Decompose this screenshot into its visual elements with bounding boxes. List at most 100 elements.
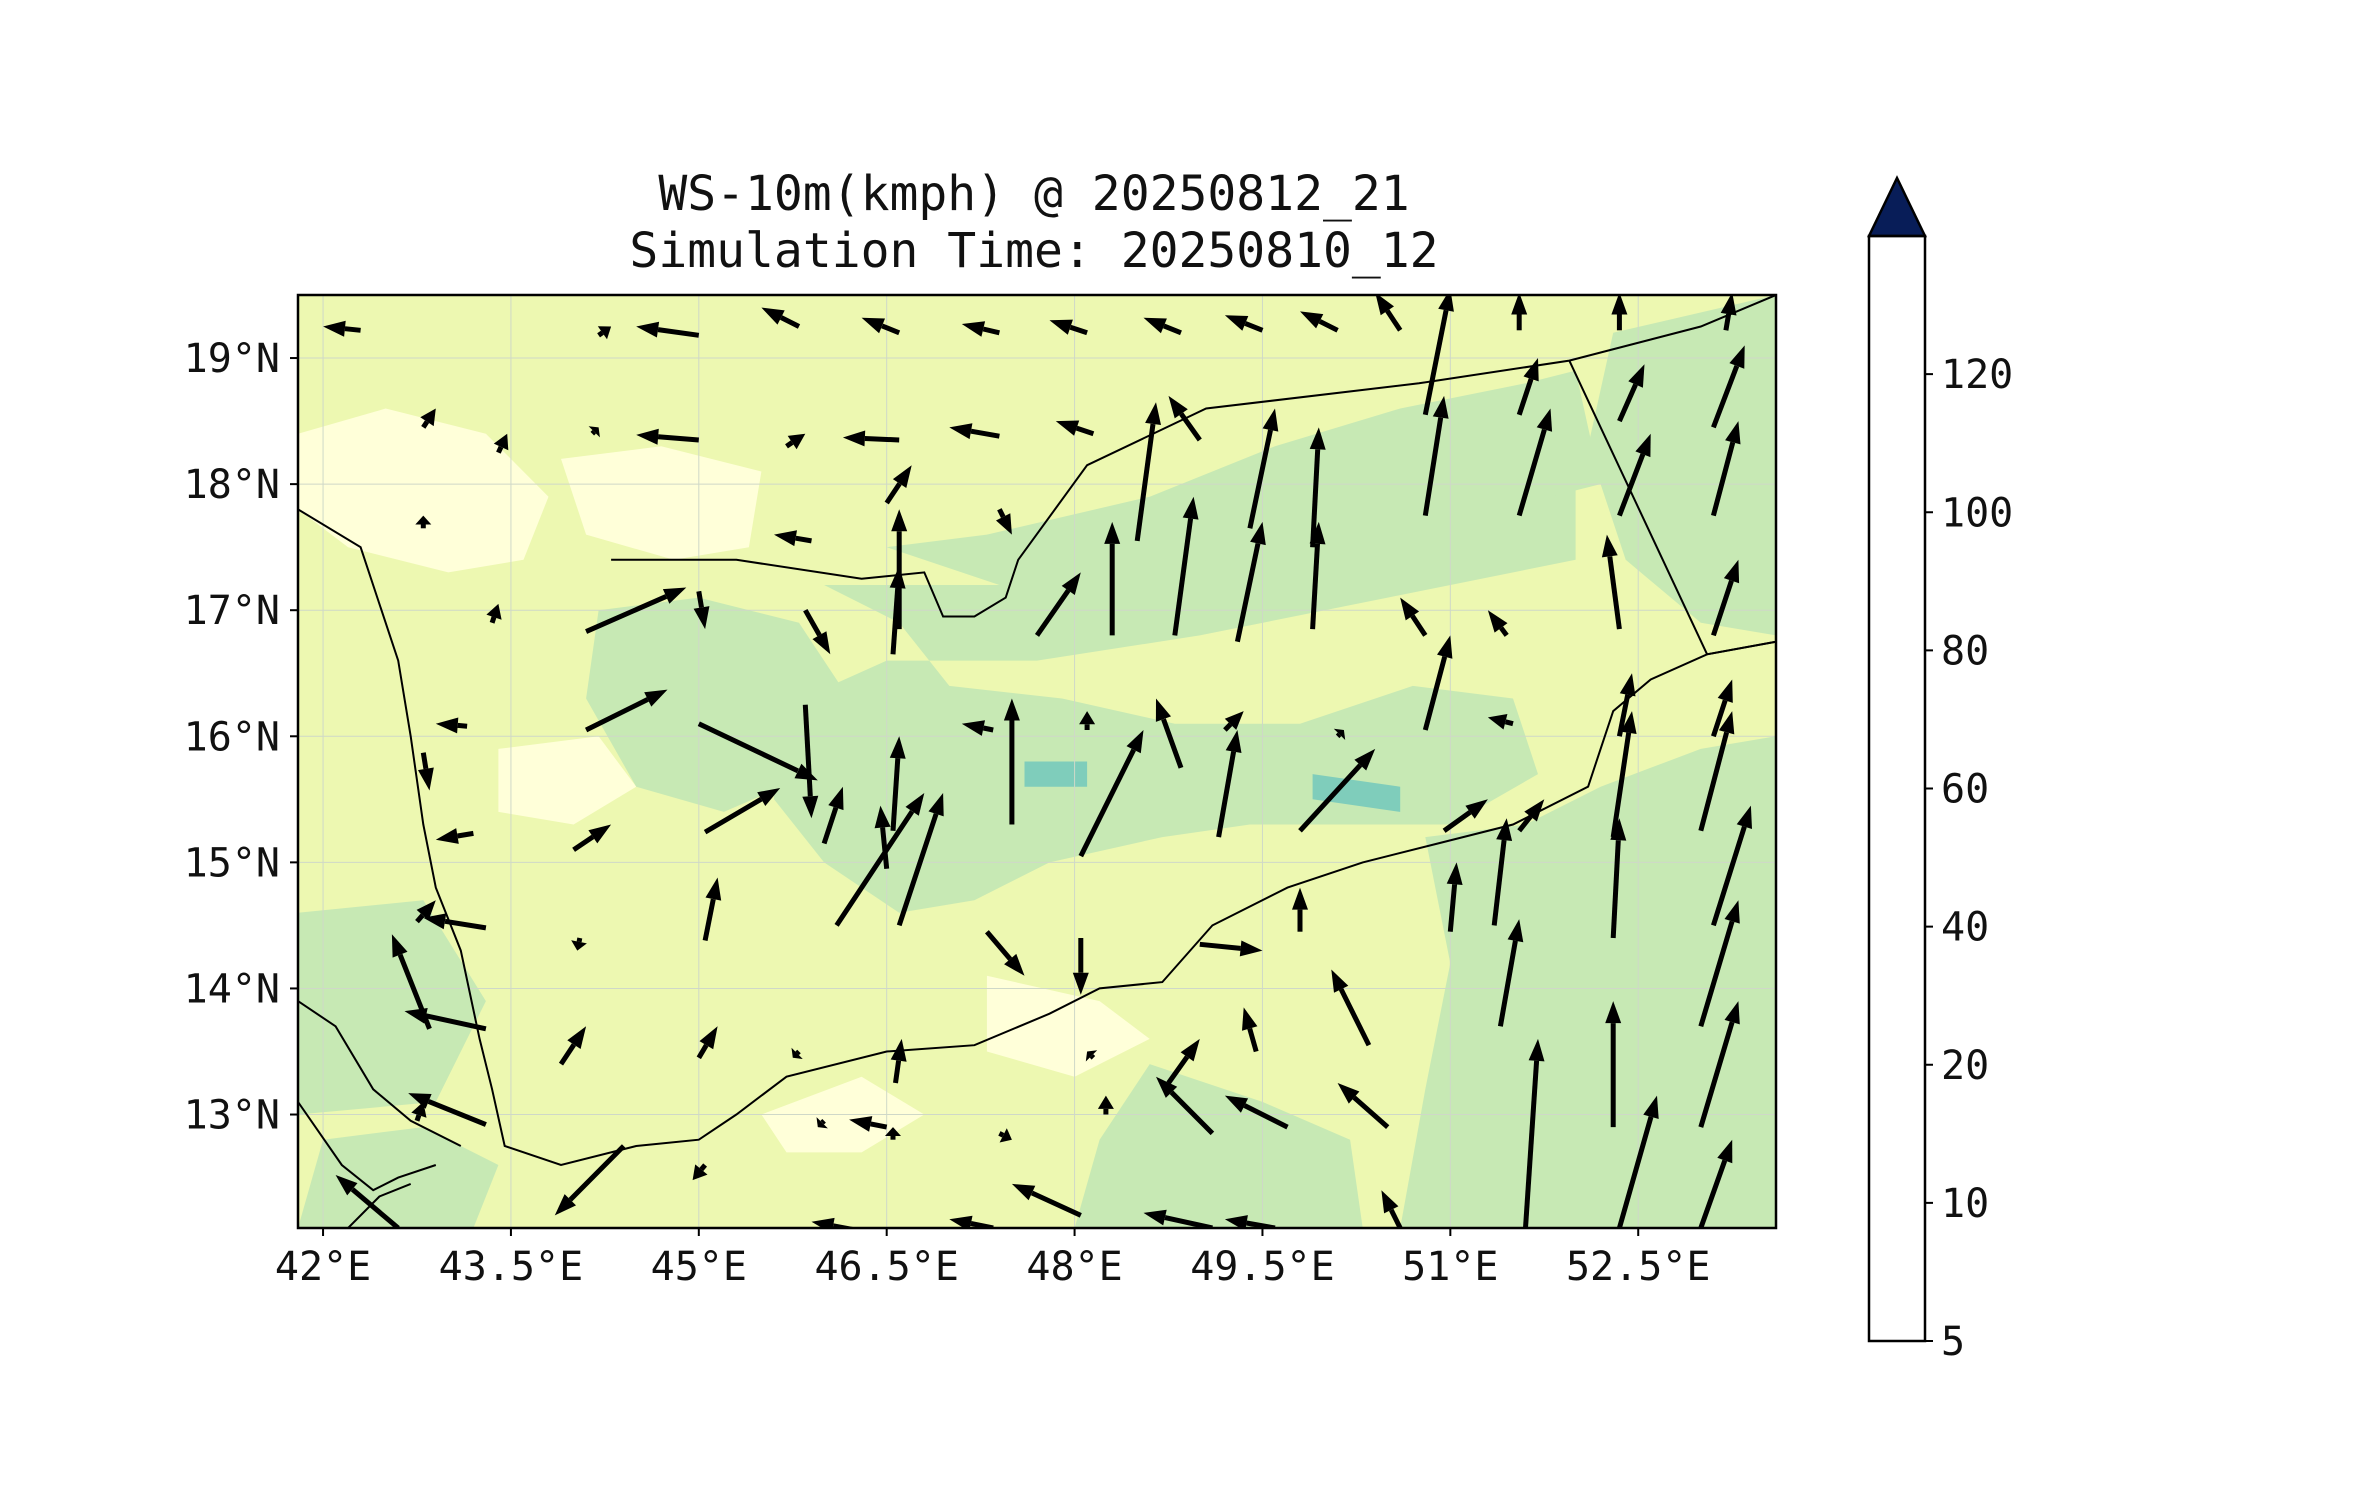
wind-vector xyxy=(554,1144,626,1216)
wind-vector xyxy=(1422,395,1449,516)
wind-vector xyxy=(1331,969,1372,1047)
y-tick-label: 14°N xyxy=(184,966,280,1012)
wind-vector xyxy=(435,717,468,734)
wind-vector xyxy=(702,877,722,941)
wind-vector xyxy=(1247,408,1279,529)
colorbar-label: 10 xyxy=(1941,1181,1989,1227)
colorbar-extend-triangle xyxy=(1867,175,1927,238)
wind-vector xyxy=(486,603,502,624)
wind-vector xyxy=(1292,887,1308,932)
wind-vector xyxy=(636,321,700,338)
border-djibouti xyxy=(347,1182,412,1228)
x-tick-label: 43.5°E xyxy=(439,1244,584,1290)
wind-vector xyxy=(584,689,668,733)
wind-vector xyxy=(1333,728,1346,740)
wind-vector xyxy=(1172,496,1199,636)
wind-vector xyxy=(816,1117,828,1129)
y-tick-label: 18°N xyxy=(184,462,280,508)
wind-vector xyxy=(1610,818,1627,939)
wind-vector xyxy=(1300,311,1339,333)
wind-vector xyxy=(1720,295,1737,331)
wind-vector xyxy=(1400,597,1428,637)
wind-vector xyxy=(1616,673,1636,737)
wind-vector xyxy=(585,587,687,634)
x-tick-label: 46.5°E xyxy=(814,1244,959,1290)
wind-vector xyxy=(435,828,474,844)
wind-vector xyxy=(1711,345,1745,429)
wind-vector xyxy=(1143,317,1182,336)
wind-vector xyxy=(949,423,1000,440)
wind-vector xyxy=(861,317,901,336)
wind-vector xyxy=(1523,1038,1545,1228)
fill-region-14 xyxy=(1312,774,1401,812)
wind-vector xyxy=(1511,295,1528,331)
wind-vector xyxy=(849,1116,888,1132)
colorbar-frame xyxy=(1867,234,1927,1343)
wind-vector xyxy=(1078,730,1144,858)
colorbar-label: 20 xyxy=(1941,1043,1989,1089)
wind-vector xyxy=(1517,799,1545,833)
wind-vector xyxy=(1516,408,1553,517)
x-tick-label: 51°E xyxy=(1402,1244,1498,1290)
wind-vector xyxy=(1079,711,1096,730)
wind-vector xyxy=(961,720,994,736)
wind-vector xyxy=(1224,315,1264,333)
fill-region-8 xyxy=(298,408,549,573)
x-tick-label: 42°E xyxy=(275,1244,371,1290)
wind-vector xyxy=(1698,1001,1740,1128)
wind-vector xyxy=(420,408,436,429)
wind-vector xyxy=(1199,940,1263,957)
colorbar-label: 60 xyxy=(1941,767,1989,813)
wind-vector xyxy=(1134,402,1161,542)
colorbar: 5 10 20 40 60 80 100 120 xyxy=(1867,175,2013,1365)
wind-vector xyxy=(597,326,612,340)
wind-vector xyxy=(696,1026,718,1060)
wind-vector xyxy=(1616,1095,1659,1228)
map-title-line2: Simulation Time: 20250810_12 xyxy=(629,223,1438,279)
wind-vector xyxy=(1003,698,1020,825)
wind-vector xyxy=(588,426,600,438)
wind-vector xyxy=(1381,1190,1403,1228)
border-yemen_saudi xyxy=(611,295,1776,618)
wind-vector xyxy=(1049,319,1088,336)
colorbar-label: 40 xyxy=(1941,905,1989,951)
wind-vector xyxy=(408,1093,487,1127)
wind-vector xyxy=(1011,1183,1082,1218)
wind-vector xyxy=(1446,862,1463,932)
wind-vector xyxy=(404,1008,487,1032)
wind-vector xyxy=(1617,433,1651,517)
wind-vector xyxy=(774,530,812,547)
y-tick-label: 16°N xyxy=(184,714,280,760)
wind-vector xyxy=(1156,1076,1215,1136)
wind-vector xyxy=(415,515,432,529)
wind-vector xyxy=(1242,1007,1259,1053)
wind-vector xyxy=(1497,919,1524,1027)
wind-vector xyxy=(1309,521,1326,630)
wind-vector xyxy=(791,1047,803,1059)
y-tick-label: 19°N xyxy=(184,336,280,382)
x-tick-label: 45°E xyxy=(651,1244,747,1290)
map-frame xyxy=(296,293,1778,1230)
wind-vector xyxy=(1223,711,1244,732)
wind-vector xyxy=(1422,295,1454,416)
fill-region-1 xyxy=(586,597,850,812)
wind-vector xyxy=(1234,521,1266,643)
wind-vector xyxy=(996,508,1012,535)
wind-vector xyxy=(961,321,1000,337)
wind-vector xyxy=(884,465,912,505)
fill-region-2 xyxy=(886,370,1601,585)
wind-vector xyxy=(1072,938,1089,995)
wind-vector xyxy=(1422,635,1453,731)
wind-vector xyxy=(1516,358,1539,416)
fill-region-12 xyxy=(498,736,637,825)
wind-vector xyxy=(1104,521,1121,636)
wind-vector xyxy=(1442,799,1488,833)
wind-vector xyxy=(998,1128,1012,1143)
wind-vector xyxy=(415,900,436,924)
border-african_coast xyxy=(298,1000,462,1147)
wind-vector xyxy=(890,1038,907,1084)
wind-vector xyxy=(1711,559,1740,637)
wind-vector xyxy=(821,786,844,845)
wind-vector xyxy=(558,1026,587,1066)
